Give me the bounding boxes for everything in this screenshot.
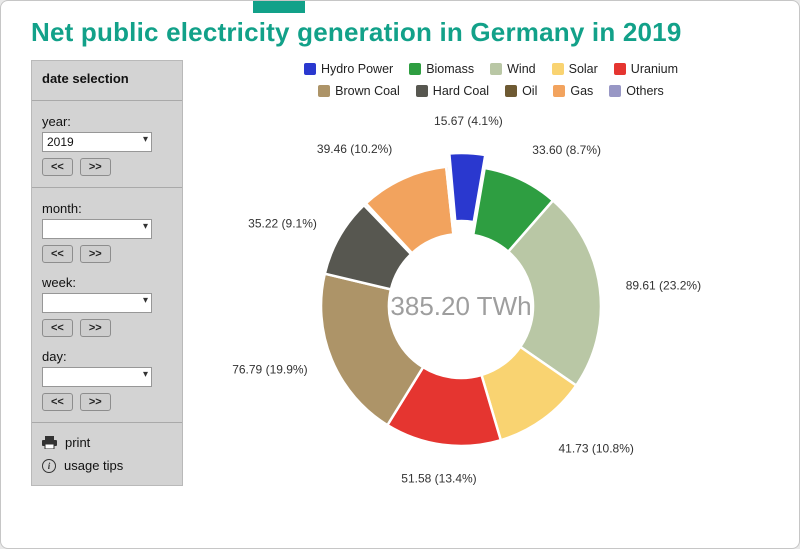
legend-item-gas[interactable]: Gas — [553, 84, 593, 98]
legend-item-solar[interactable]: Solar — [551, 62, 598, 76]
legend-swatch-brown-coal — [318, 85, 331, 97]
content-region: date selection year: 2019 ▾ << >> month: ▾ << >>… — [1, 60, 799, 503]
date-control-year: year: 2019 ▾ << >> — [32, 107, 182, 181]
legend-item-brown-coal[interactable]: Brown Coal — [318, 84, 400, 98]
legend-label: Solar — [568, 62, 598, 76]
legend-label: Hard Coal — [432, 84, 490, 98]
slice-value-label-biomass: 33.60 (8.7%) — [532, 143, 601, 157]
total-generation-label: 385.20 TWh — [390, 291, 531, 321]
slice-value-label-hydro-power: 15.67 (4.1%) — [434, 114, 503, 128]
slice-value-label-uranium: 51.58 (13.4%) — [401, 472, 476, 486]
legend-swatch-gas — [553, 85, 566, 97]
legend-item-others[interactable]: Others — [609, 84, 664, 98]
week-select[interactable] — [42, 293, 152, 313]
date-selection-header: date selection — [42, 71, 129, 86]
legend-swatch-solar — [551, 63, 564, 75]
legend-swatch-wind — [490, 63, 503, 75]
slice-value-label-solar: 41.73 (10.8%) — [559, 441, 634, 455]
legend-swatch-hard-coal — [415, 85, 428, 97]
month-next-button[interactable]: >> — [79, 245, 111, 263]
top-accent-bar — [253, 1, 305, 13]
legend-label: Gas — [570, 84, 594, 98]
date-selection-panel: date selection year: 2019 ▾ << >> month: ▾ << >>… — [31, 60, 183, 486]
chart-region: Hydro Power Biomass Wind Solar Uranium Brown … — [183, 60, 799, 503]
date-controls: year: 2019 ▾ << >> month: ▾ << >> week: ▾ << >> day: ▾… — [32, 107, 182, 416]
day-label: day: — [42, 349, 67, 364]
legend-swatch-hydro-power — [303, 63, 316, 75]
legend-swatch-uranium — [613, 63, 626, 75]
day-prev-button[interactable]: << — [42, 393, 73, 411]
donut-chart: 15.67 (4.1%) 33.60 (8.7%) 89.61 (23.2%) 41.… — [232, 114, 701, 486]
year-prev-button[interactable]: << — [42, 158, 73, 176]
legend-item-uranium[interactable]: Uranium — [613, 62, 679, 76]
pie-slice-brown-coal[interactable] — [319, 272, 425, 427]
month-select[interactable] — [42, 219, 152, 239]
legend-swatch-biomass — [409, 63, 422, 75]
chart-legend: Hydro Power Biomass Wind Solar Uranium Brown … — [271, 62, 711, 98]
month-prev-button[interactable]: << — [42, 245, 73, 263]
date-control-week: week: ▾ << >> — [32, 268, 182, 342]
month-nav-buttons: << >> — [42, 245, 172, 263]
day-select[interactable] — [42, 367, 152, 387]
print-button[interactable]: print — [32, 429, 182, 452]
usage-tips-label: usage tips — [64, 458, 124, 473]
date-control-day: day: ▾ << >> — [32, 342, 182, 416]
legend-swatch-others — [609, 85, 622, 97]
year-next-button[interactable]: >> — [79, 158, 111, 176]
year-label: year: — [42, 114, 71, 129]
slice-value-label-brown-coal: 76.79 (19.9%) — [232, 362, 307, 376]
week-prev-button[interactable]: << — [42, 319, 73, 337]
sidebar-divider — [32, 187, 182, 188]
month-label: month: — [42, 201, 82, 216]
legend-label: Wind — [507, 62, 536, 76]
day-select-wrap: ▾ — [42, 367, 152, 387]
legend-item-biomass[interactable]: Biomass — [409, 62, 474, 76]
sidebar-divider — [32, 422, 182, 423]
year-select-wrap: 2019 ▾ — [42, 132, 152, 152]
slice-value-label-gas: 39.46 (10.2%) — [317, 142, 392, 156]
legend-item-wind[interactable]: Wind — [490, 62, 536, 76]
legend-item-hydro-power[interactable]: Hydro Power — [303, 62, 394, 76]
week-nav-buttons: << >> — [42, 319, 172, 337]
sidebar-divider — [32, 100, 182, 101]
date-control-month: month: ▾ << >> — [32, 194, 182, 268]
week-label: week: — [42, 275, 76, 290]
week-select-wrap: ▾ — [42, 293, 152, 313]
week-next-button[interactable]: >> — [79, 319, 111, 337]
pie-slice-wind[interactable] — [506, 198, 603, 388]
info-icon: i — [42, 458, 56, 473]
legend-label: Biomass — [426, 62, 475, 76]
printer-icon — [42, 436, 57, 449]
day-next-button[interactable]: >> — [79, 393, 111, 411]
legend-label: Uranium — [630, 62, 679, 76]
year-select[interactable]: 2019 — [42, 132, 152, 152]
print-label: print — [65, 435, 91, 450]
legend-label: Brown Coal — [335, 84, 400, 98]
usage-tips-button[interactable]: i usage tips — [32, 452, 182, 475]
year-nav-buttons: << >> — [42, 158, 172, 176]
page-title: Net public electricity generation in Ger… — [31, 17, 682, 47]
pie-slice-hydro-power[interactable] — [447, 151, 487, 224]
slice-value-label-wind: 89.61 (23.2%) — [626, 278, 701, 292]
legend-label: Others — [626, 84, 664, 98]
legend-label: Hydro Power — [320, 62, 394, 76]
legend-item-oil[interactable]: Oil — [505, 84, 537, 98]
day-nav-buttons: << >> — [42, 393, 172, 411]
month-select-wrap: ▾ — [42, 219, 152, 239]
slice-value-label-hard-coal: 35.22 (9.1%) — [248, 217, 317, 231]
pie-slice-others[interactable] — [444, 165, 457, 236]
legend-item-hard-coal[interactable]: Hard Coal — [415, 84, 490, 98]
legend-swatch-oil — [505, 85, 518, 97]
legend-label: Oil — [522, 84, 538, 98]
